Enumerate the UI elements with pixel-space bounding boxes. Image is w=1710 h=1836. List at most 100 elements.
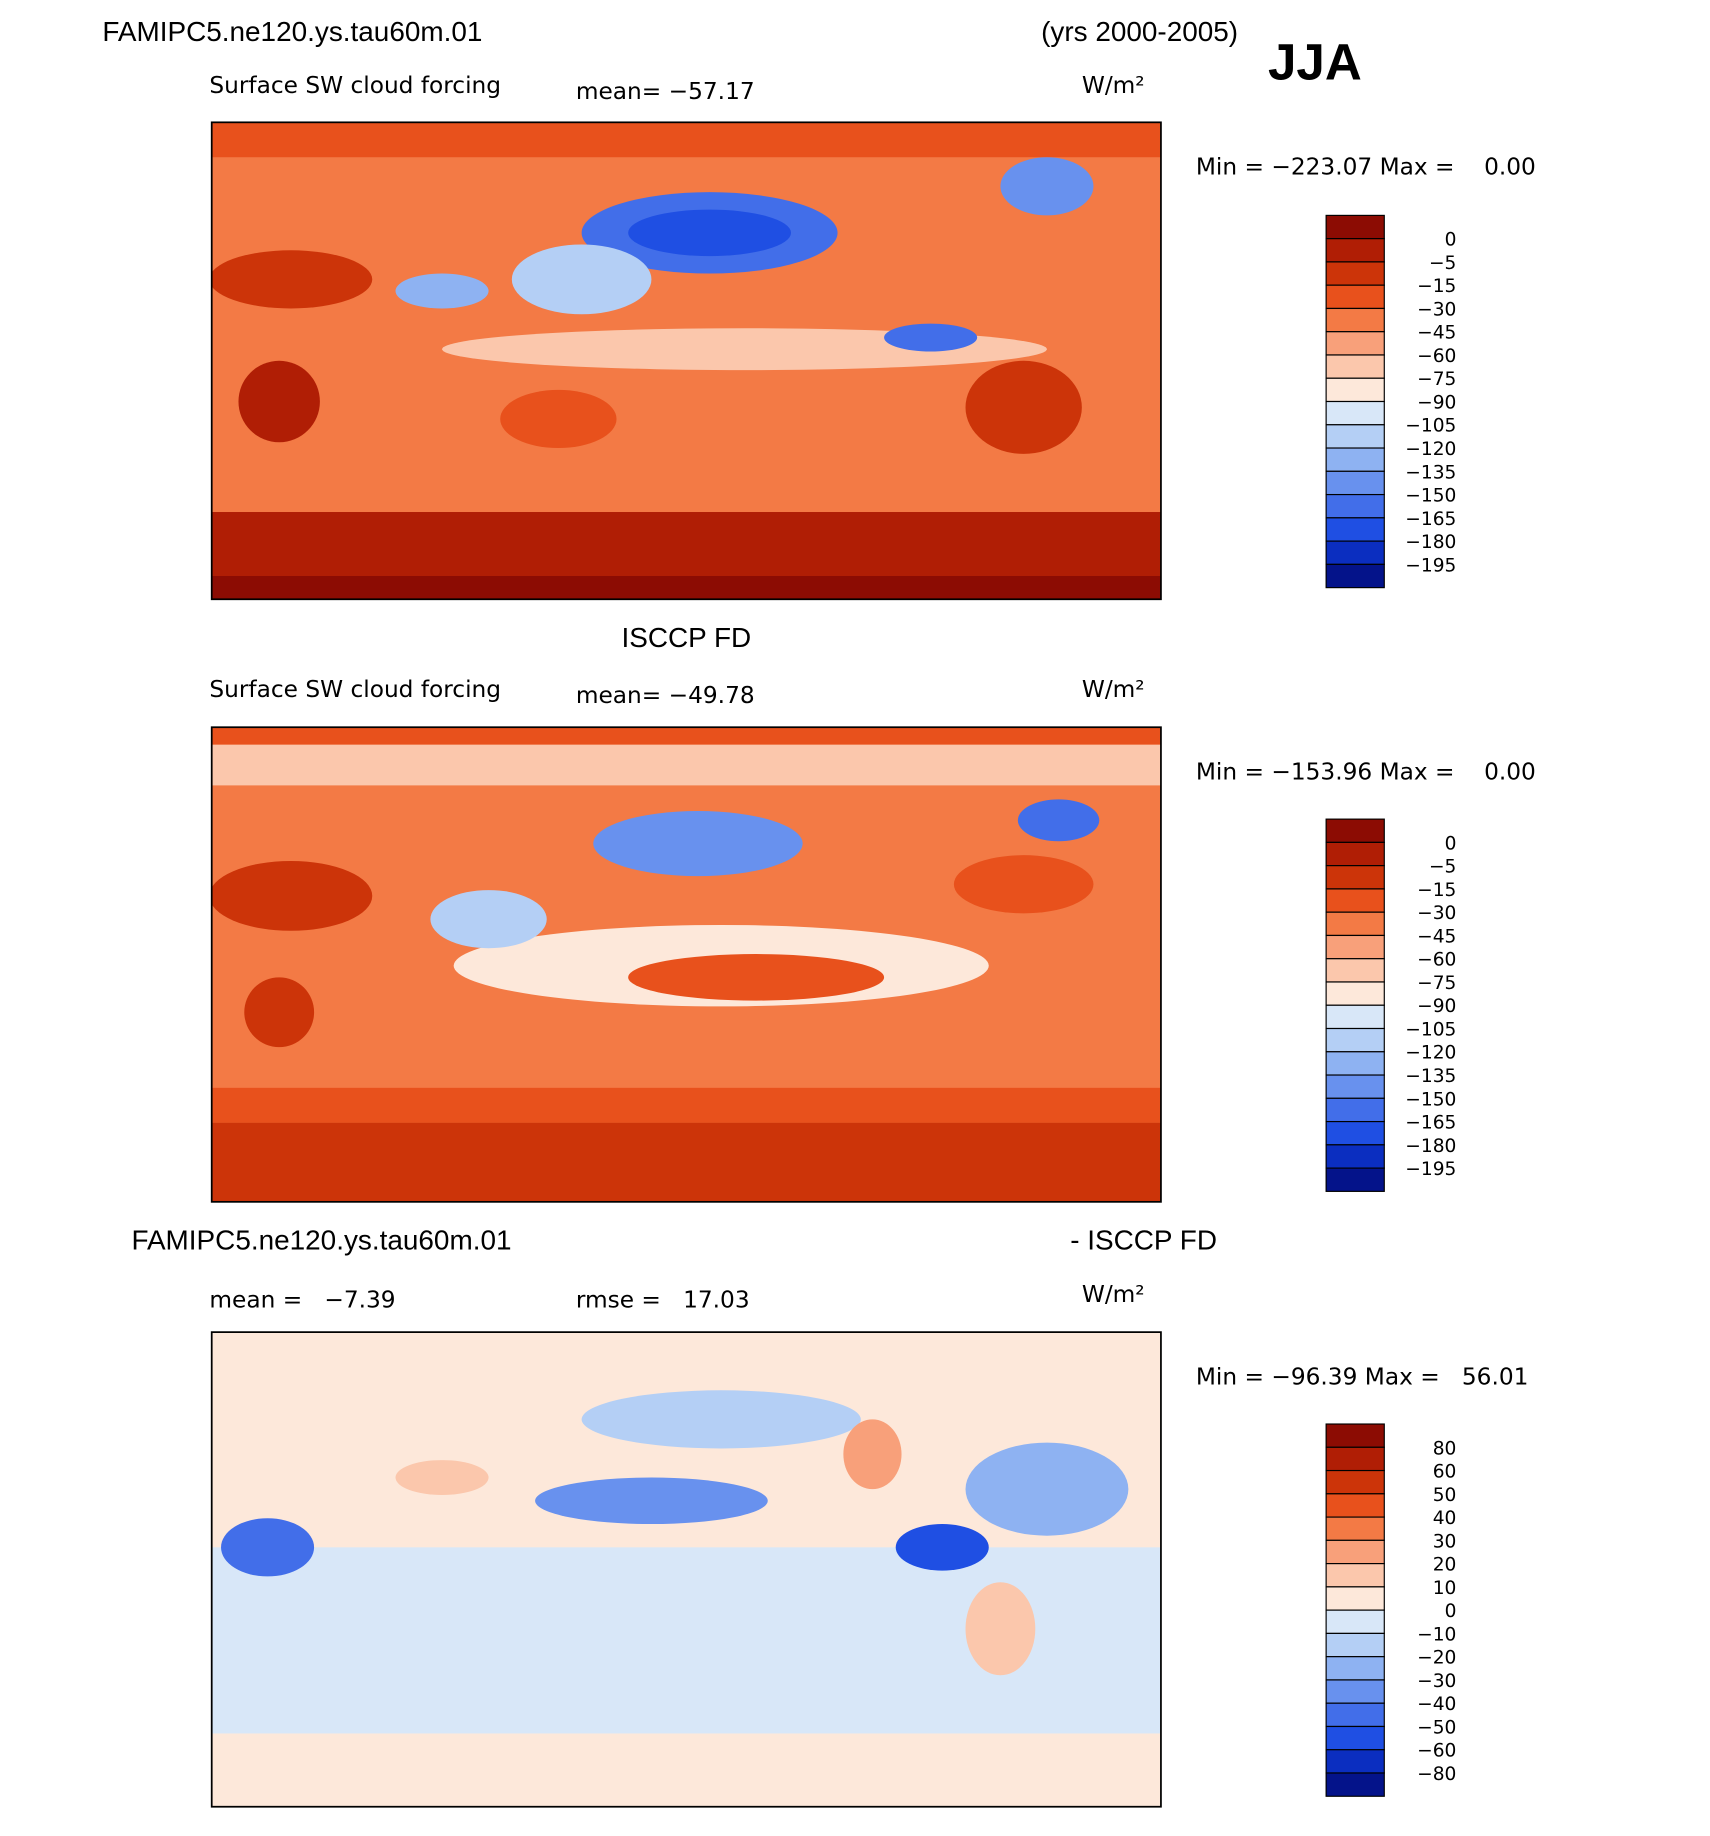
colorbar-label: −80	[1417, 1764, 1456, 1785]
colorbar-box	[1325, 284, 1385, 310]
subtitle: Surface SW cloud forcing	[209, 72, 501, 99]
colorbar-label: 40	[1433, 1508, 1457, 1529]
colorbar-box	[1325, 1586, 1385, 1611]
colorbar-box	[1325, 238, 1385, 263]
rmse: rmse = 17.03	[576, 1287, 750, 1314]
panel-title: ISCCP FD	[621, 622, 751, 653]
colorbar-label: −120	[1405, 1043, 1456, 1064]
colorbar-box	[1325, 888, 1385, 913]
colorbar-label: −120	[1405, 439, 1456, 460]
min-max: Min = −96.39 Max = 56.01	[1196, 1363, 1529, 1390]
colorbar-label: 60	[1433, 1462, 1457, 1483]
colorbar: 0 −5−15−30−45 −60−75−90−105 −120−135−150 −16…	[1325, 818, 1457, 1192]
units: W/m²	[1082, 72, 1145, 99]
colorbar-box	[1325, 1167, 1385, 1192]
colorbar-box	[1325, 1609, 1385, 1634]
colorbar-label: −5	[1429, 857, 1456, 878]
map	[211, 122, 1161, 600]
colorbar-label: −150	[1405, 1089, 1456, 1110]
colorbar-box	[1325, 981, 1385, 1006]
colorbar-box	[1325, 1074, 1385, 1099]
colorbar-label: 0	[1445, 1601, 1457, 1622]
colorbar-box	[1325, 1446, 1385, 1472]
colorbar-box	[1325, 1051, 1385, 1076]
colorbar-box	[1325, 1027, 1385, 1053]
min-max: Min = −223.07 Max = 0.00	[1196, 154, 1536, 181]
colorbar-label: −15	[1417, 880, 1456, 901]
colorbar-label: −180	[1405, 1136, 1456, 1157]
colorbar-box	[1325, 214, 1385, 240]
season: JJA	[1268, 33, 1362, 90]
colorbar-box	[1325, 377, 1385, 403]
header-title: FAMIPC5.ne120.ys.tau60m.01	[102, 16, 482, 47]
panel-title: FAMIPC5.ne120.ys.tau60m.01	[131, 1225, 511, 1256]
colorbar-label: −105	[1405, 416, 1456, 437]
colorbar-box	[1325, 493, 1385, 519]
map-frame	[210, 1331, 1162, 1808]
colorbar-label: −105	[1405, 1019, 1456, 1040]
colorbar-label: −45	[1417, 926, 1456, 947]
colorbar-label: −30	[1417, 1671, 1456, 1692]
colorbar-label: −195	[1405, 555, 1456, 576]
colorbar-label: −75	[1417, 369, 1456, 390]
colorbar-label: −30	[1417, 299, 1456, 320]
colorbar-box	[1325, 354, 1385, 379]
colorbar-box	[1325, 934, 1385, 960]
colorbar-box	[1325, 261, 1385, 286]
colorbar-label: −40	[1417, 1694, 1456, 1715]
colorbar-label: 20	[1433, 1555, 1457, 1576]
colorbar-box	[1325, 1469, 1385, 1495]
colorbar-box	[1325, 1004, 1385, 1030]
colorbar-label: −50	[1417, 1717, 1456, 1738]
colorbar-box	[1325, 1563, 1385, 1588]
map	[211, 727, 1161, 1202]
colorbar-label: −60	[1417, 1741, 1456, 1762]
colorbar-box	[1325, 1423, 1385, 1448]
colorbar-label: 80	[1433, 1438, 1457, 1459]
colorbar-label: −90	[1417, 392, 1456, 413]
colorbar-label: −5	[1429, 253, 1456, 274]
colorbar-box	[1325, 400, 1385, 426]
colorbar-label: −45	[1417, 323, 1456, 344]
colorbar-box	[1325, 1097, 1385, 1123]
units: W/m²	[1082, 676, 1145, 703]
subtitle: Surface SW cloud forcing	[209, 676, 501, 703]
map-frame	[210, 121, 1162, 601]
map	[211, 1332, 1161, 1807]
colorbar-label: −165	[1405, 509, 1456, 530]
mean: mean= −49.78	[576, 682, 755, 709]
mean: mean= −57.17	[576, 78, 755, 105]
colorbar-box	[1325, 540, 1385, 565]
colorbar-box	[1325, 1632, 1385, 1658]
colorbar-label: 10	[1433, 1578, 1457, 1599]
colorbar-box	[1325, 1749, 1385, 1774]
colorbar-box	[1325, 563, 1385, 589]
colorbar-box	[1325, 1725, 1385, 1751]
colorbar-box	[1325, 1144, 1385, 1169]
colorbar-box	[1325, 865, 1385, 890]
colorbar-box	[1325, 1679, 1385, 1704]
colorbar-box	[1325, 331, 1385, 356]
colorbar-label: −180	[1405, 532, 1456, 553]
colorbar-box	[1325, 1516, 1385, 1541]
min-max: Min = −153.96 Max = 0.00	[1196, 759, 1536, 786]
colorbar-label: −10	[1417, 1624, 1456, 1645]
colorbar-box	[1325, 1772, 1385, 1797]
colorbar-label: 0	[1445, 833, 1457, 854]
colorbar-box	[1325, 447, 1385, 472]
colorbar-label: −75	[1417, 973, 1456, 994]
units: W/m²	[1082, 1281, 1145, 1308]
header-years: (yrs 2000-2005)	[1041, 16, 1238, 47]
colorbar-box	[1325, 424, 1385, 449]
colorbar-label: −195	[1405, 1159, 1456, 1180]
panel-title-right: - ISCCP FD	[1070, 1225, 1217, 1256]
colorbar-box	[1325, 1656, 1385, 1681]
colorbar-label: −90	[1417, 996, 1456, 1017]
colorbar-box	[1325, 1493, 1385, 1518]
colorbar-label: −60	[1417, 346, 1456, 367]
mean: mean = −7.39	[209, 1287, 395, 1314]
colorbar-label: −30	[1417, 903, 1456, 924]
